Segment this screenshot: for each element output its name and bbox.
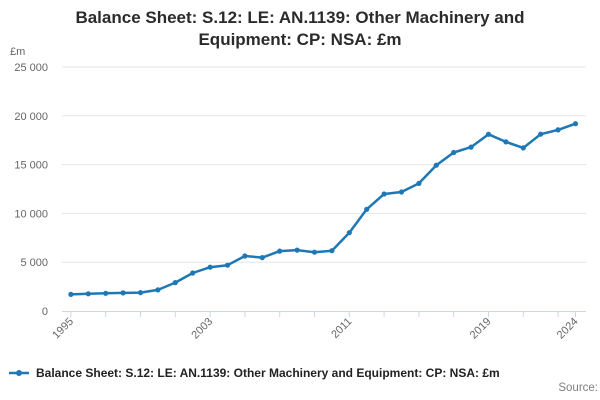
data-point-2021[interactable] bbox=[520, 145, 526, 151]
legend: Balance Sheet: S.12: LE: AN.1139: Other … bbox=[7, 366, 600, 380]
legend-series-marker-icon[interactable] bbox=[7, 367, 31, 379]
data-point-2001[interactable] bbox=[172, 280, 178, 286]
y-axis-tick-label: 10 000 bbox=[14, 208, 48, 220]
data-point-2003[interactable] bbox=[207, 264, 213, 270]
data-point-2004[interactable] bbox=[224, 262, 231, 268]
data-point-1999[interactable] bbox=[137, 290, 144, 296]
series-line bbox=[69, 122, 577, 296]
data-point-2012[interactable] bbox=[364, 206, 370, 212]
y-axis-tick-label: 5 000 bbox=[20, 257, 48, 269]
data-point-2008[interactable] bbox=[294, 247, 300, 253]
data-point-2009[interactable] bbox=[311, 249, 318, 255]
x-axis-tick-label: 2019 bbox=[468, 316, 494, 342]
y-axis-tick-label: 0 bbox=[42, 306, 48, 318]
data-point-2019[interactable] bbox=[485, 131, 492, 137]
legend-series-label[interactable]: Balance Sheet: S.12: LE: AN.1139: Other … bbox=[36, 366, 500, 380]
data-point-2010[interactable] bbox=[329, 248, 335, 254]
chart-title: Balance Sheet: S.12: LE: AN.1139: Other … bbox=[0, 7, 600, 51]
y-axis-unit-label: £m bbox=[10, 46, 26, 58]
data-point-2017[interactable] bbox=[451, 149, 457, 156]
source-note: Source: bbox=[558, 382, 598, 394]
y-axis-tick-label: 25 000 bbox=[14, 62, 48, 74]
chart-title-text: Balance Sheet: S.12: LE: AN.1139: Other … bbox=[75, 8, 525, 49]
data-point-2011[interactable] bbox=[346, 230, 352, 236]
data-point-2006[interactable] bbox=[259, 255, 265, 261]
data-point-2015[interactable] bbox=[416, 180, 422, 186]
data-point-1998[interactable] bbox=[120, 290, 126, 296]
data-point-2023[interactable] bbox=[555, 127, 561, 133]
data-point-2020[interactable] bbox=[503, 139, 509, 145]
data-point-2007[interactable] bbox=[277, 248, 283, 254]
data-point-1995[interactable] bbox=[68, 291, 74, 297]
data-point-2002[interactable] bbox=[190, 270, 196, 276]
data-point-1996[interactable] bbox=[85, 291, 91, 297]
x-axis-tick-label: 2003 bbox=[189, 316, 215, 342]
data-point-2016[interactable] bbox=[433, 162, 439, 168]
data-point-2013[interactable] bbox=[381, 191, 387, 197]
x-axis-tick-label: 2011 bbox=[329, 316, 354, 341]
y-axis-tick-label: 20 000 bbox=[14, 111, 48, 123]
data-point-2000[interactable] bbox=[155, 287, 161, 293]
data-point-1997[interactable] bbox=[103, 290, 109, 296]
x-axis-tick-label: 2024 bbox=[555, 316, 581, 342]
data-point-2022[interactable] bbox=[538, 131, 544, 137]
data-point-2005[interactable] bbox=[242, 253, 248, 259]
x-axis-tick-label: 1995 bbox=[50, 316, 76, 342]
data-point-2024[interactable] bbox=[572, 121, 579, 127]
data-point-2014[interactable] bbox=[398, 189, 405, 195]
y-axis-tick-label: 15 000 bbox=[14, 160, 48, 172]
data-point-2018[interactable] bbox=[468, 144, 474, 150]
